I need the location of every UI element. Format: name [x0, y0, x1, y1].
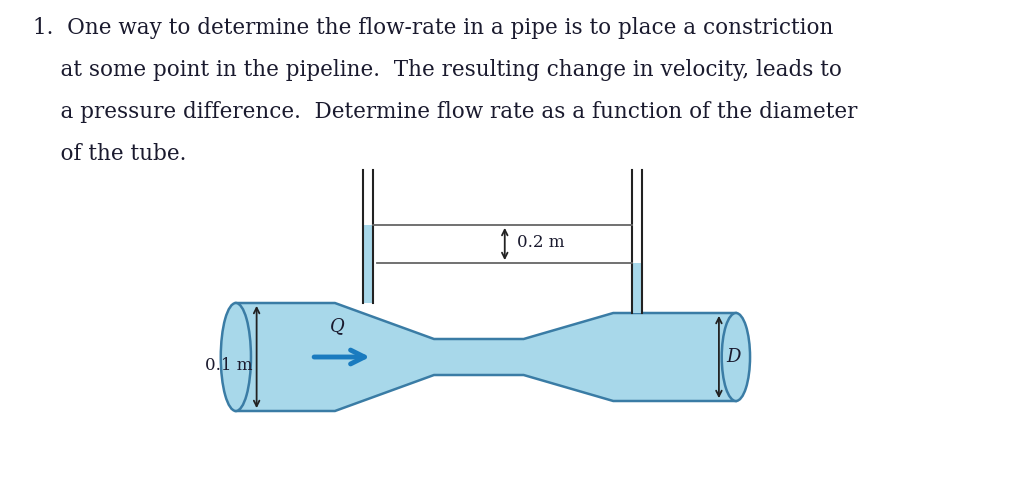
- FancyBboxPatch shape: [633, 263, 641, 313]
- Text: at some point in the pipeline.  The resulting change in velocity, leads to: at some point in the pipeline. The resul…: [33, 59, 842, 81]
- Text: of the tube.: of the tube.: [33, 143, 186, 165]
- Text: 0.1 m: 0.1 m: [205, 356, 252, 374]
- FancyBboxPatch shape: [364, 225, 372, 303]
- Text: 0.2 m: 0.2 m: [517, 234, 564, 250]
- Text: D: D: [726, 348, 740, 366]
- Text: Q: Q: [330, 317, 345, 335]
- Ellipse shape: [722, 313, 750, 401]
- Ellipse shape: [221, 303, 251, 411]
- Text: a pressure difference.  Determine flow rate as a function of the diameter: a pressure difference. Determine flow ra…: [33, 101, 857, 123]
- Text: 1.  One way to determine the flow-rate in a pipe is to place a constriction: 1. One way to determine the flow-rate in…: [33, 17, 834, 39]
- Polygon shape: [236, 303, 736, 411]
